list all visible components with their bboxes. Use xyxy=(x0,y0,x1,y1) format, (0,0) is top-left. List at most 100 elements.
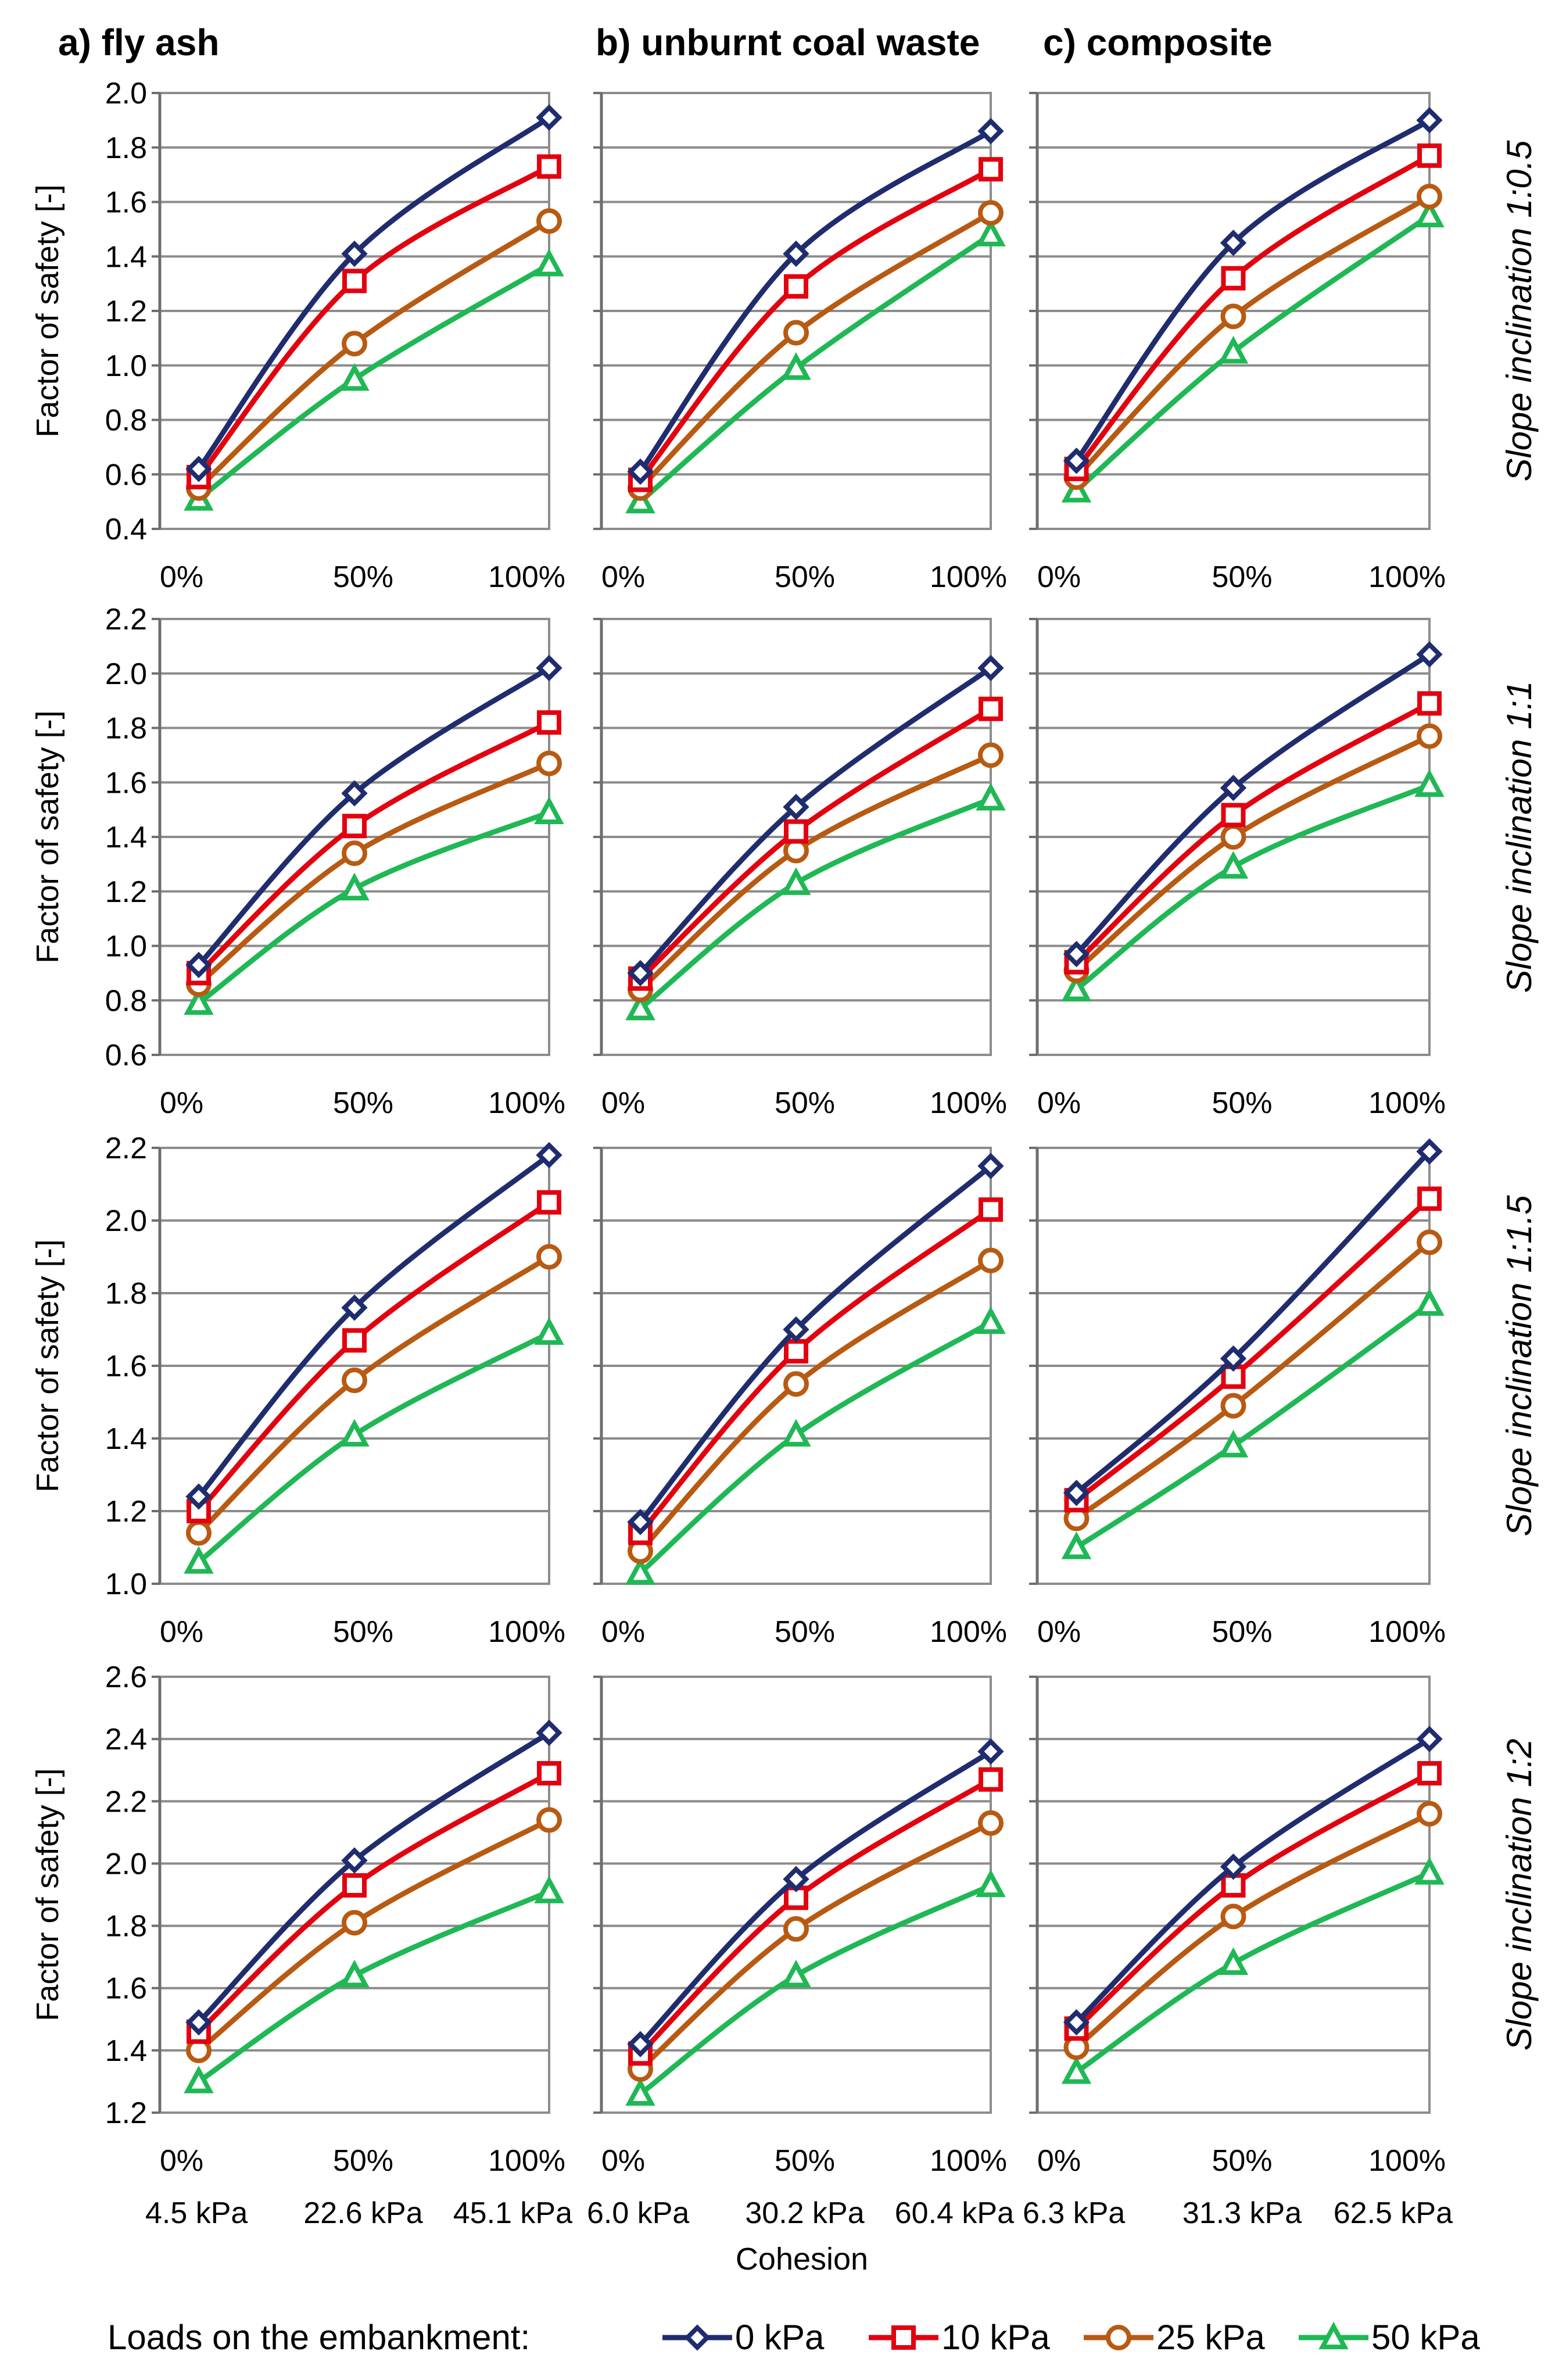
panel-2-2: 0% 50% 100% xyxy=(593,618,1007,1120)
marker-0-kpa xyxy=(783,793,809,821)
marker-50-kpa xyxy=(976,782,1006,811)
x-tick-label: 100% xyxy=(488,560,565,594)
series-line-25-kpa xyxy=(1074,1240,1431,1521)
marker-0-kpa xyxy=(977,117,1004,145)
column-title-c-composite: c) composite xyxy=(1043,22,1273,63)
marker-50-kpa xyxy=(184,987,214,1015)
y-tick-label: 2.0 xyxy=(105,657,147,691)
marker-50-kpa xyxy=(1414,199,1445,228)
series-line-10-kpa xyxy=(1074,1771,1431,2031)
marker-25-kpa xyxy=(342,331,367,357)
marker-0-kpa xyxy=(1063,2009,1090,2036)
x-tick-label: 50% xyxy=(775,1615,835,1649)
x-kpa-label: 6.0 kPa xyxy=(587,2196,689,2230)
marker-25-kpa xyxy=(536,208,562,234)
marker-10-kpa xyxy=(1417,1186,1442,1211)
y-tick-label: 2.2 xyxy=(105,1132,147,1165)
marker-10-kpa xyxy=(342,269,367,294)
x-tick-label: 0% xyxy=(601,560,645,594)
marker-0-kpa xyxy=(977,1153,1004,1179)
marker-50-kpa xyxy=(1414,1857,1445,1885)
marker-50-kpa xyxy=(976,1869,1006,1898)
y-tick-label: 2.6 xyxy=(105,1660,147,1694)
marker-50-kpa xyxy=(781,352,811,380)
x-tick-label: 100% xyxy=(488,1615,565,1649)
marker-0-kpa xyxy=(627,1509,654,1536)
marker-25-kpa xyxy=(1220,1393,1246,1419)
marker-10-kpa xyxy=(1417,691,1442,716)
marker-0-kpa xyxy=(341,1847,368,1874)
legend-marker-25-kpa xyxy=(1106,2325,1131,2350)
x-tick-label: 100% xyxy=(1368,1086,1446,1120)
marker-10-kpa xyxy=(537,1190,561,1215)
marker-0-kpa xyxy=(536,1141,562,1169)
marker-50-kpa xyxy=(1218,1430,1249,1458)
x-tick-label: 0% xyxy=(1037,1086,1081,1120)
marker-50-kpa xyxy=(534,796,564,824)
series-line-25-kpa xyxy=(196,1254,551,1535)
marker-10-kpa xyxy=(1417,143,1442,168)
series-line-10-kpa xyxy=(196,164,551,479)
legend-label-25-kpa: 25 kPa xyxy=(1156,2318,1265,2357)
x-kpa-label: 60.4 kPa xyxy=(895,2196,1014,2230)
y-tick-label: 1.2 xyxy=(105,2096,147,2130)
x-tick-label: 0% xyxy=(160,2144,203,2178)
legend-title: Loads on the embankment: xyxy=(107,2318,530,2357)
x-tick-label: 100% xyxy=(488,1086,565,1120)
x-tick-label: 50% xyxy=(775,1086,835,1120)
marker-10-kpa xyxy=(784,1339,808,1363)
x-tick-label: 0% xyxy=(1037,560,1081,594)
marker-50-kpa xyxy=(781,1959,811,1988)
y-tick-label: 1.6 xyxy=(105,1972,147,2006)
marker-10-kpa xyxy=(537,154,561,179)
marker-25-kpa xyxy=(536,1807,562,1833)
marker-50-kpa xyxy=(339,872,370,901)
marker-25-kpa xyxy=(783,1371,809,1397)
series-line-25-kpa xyxy=(638,210,992,490)
series-line-25-kpa xyxy=(638,1258,992,1553)
marker-0-kpa xyxy=(185,2009,212,2036)
x-kpa-label: 4.5 kPa xyxy=(145,2196,248,2230)
x-kpa-label: 22.6 kPa xyxy=(303,2196,422,2230)
marker-0-kpa xyxy=(627,960,654,987)
marker-50-kpa xyxy=(1061,1531,1092,1559)
x-tick-label: 0% xyxy=(160,1086,203,1120)
marker-25-kpa xyxy=(186,1520,212,1546)
x-tick-label: 50% xyxy=(333,560,393,594)
row-label-slope-inclination-1-0-5: Slope inclination 1:0.5 xyxy=(1500,140,1539,482)
y-tick-label: 2.0 xyxy=(105,1204,147,1238)
marker-25-kpa xyxy=(1220,824,1246,850)
x-tick-label: 0% xyxy=(601,1086,645,1120)
y-tick-label: 1.4 xyxy=(105,2034,147,2068)
marker-10-kpa xyxy=(537,1761,561,1786)
marker-25-kpa xyxy=(978,742,1004,768)
panel-2-3: 0% 50% 100% xyxy=(1029,618,1446,1120)
marker-50-kpa xyxy=(1061,974,1092,1001)
marker-50-kpa xyxy=(184,2066,214,2093)
y-axis-label: Factor of safety [-] xyxy=(30,710,65,963)
marker-25-kpa xyxy=(978,1810,1004,1836)
x-tick-label: 0% xyxy=(601,2144,645,2178)
marker-10-kpa xyxy=(979,157,1003,182)
marker-50-kpa xyxy=(1218,1947,1249,1975)
series-line-50-kpa xyxy=(639,796,992,1011)
x-tick-label: 50% xyxy=(775,2144,835,2178)
y-tick-label: 1.2 xyxy=(105,1495,147,1529)
marker-25-kpa xyxy=(1220,1903,1246,1930)
marker-10-kpa xyxy=(979,1767,1003,1792)
panel-4-1: 1.2 1.4 1.6 1.8 2.0 2.2 2.4 2.6 0% 50% 100% 4.5 kPa… xyxy=(105,1660,572,2230)
series-line-50-kpa xyxy=(197,262,551,502)
marker-50-kpa xyxy=(976,219,1006,246)
x-axis-label: Cohesion xyxy=(736,2242,868,2277)
marker-10-kpa xyxy=(1221,266,1246,291)
marker-0-kpa xyxy=(783,240,809,267)
marker-0-kpa xyxy=(977,654,1004,682)
marker-50-kpa xyxy=(625,1556,655,1585)
legend-marker-0-kpa xyxy=(684,2324,711,2351)
x-tick-label: 0% xyxy=(601,1615,645,1649)
marker-0-kpa xyxy=(783,1316,809,1343)
marker-0-kpa xyxy=(1416,641,1443,668)
y-tick-label: 1.8 xyxy=(105,131,147,165)
column-title-a-fly-ash: a) fly ash xyxy=(58,22,219,63)
marker-10-kpa xyxy=(342,1328,367,1353)
